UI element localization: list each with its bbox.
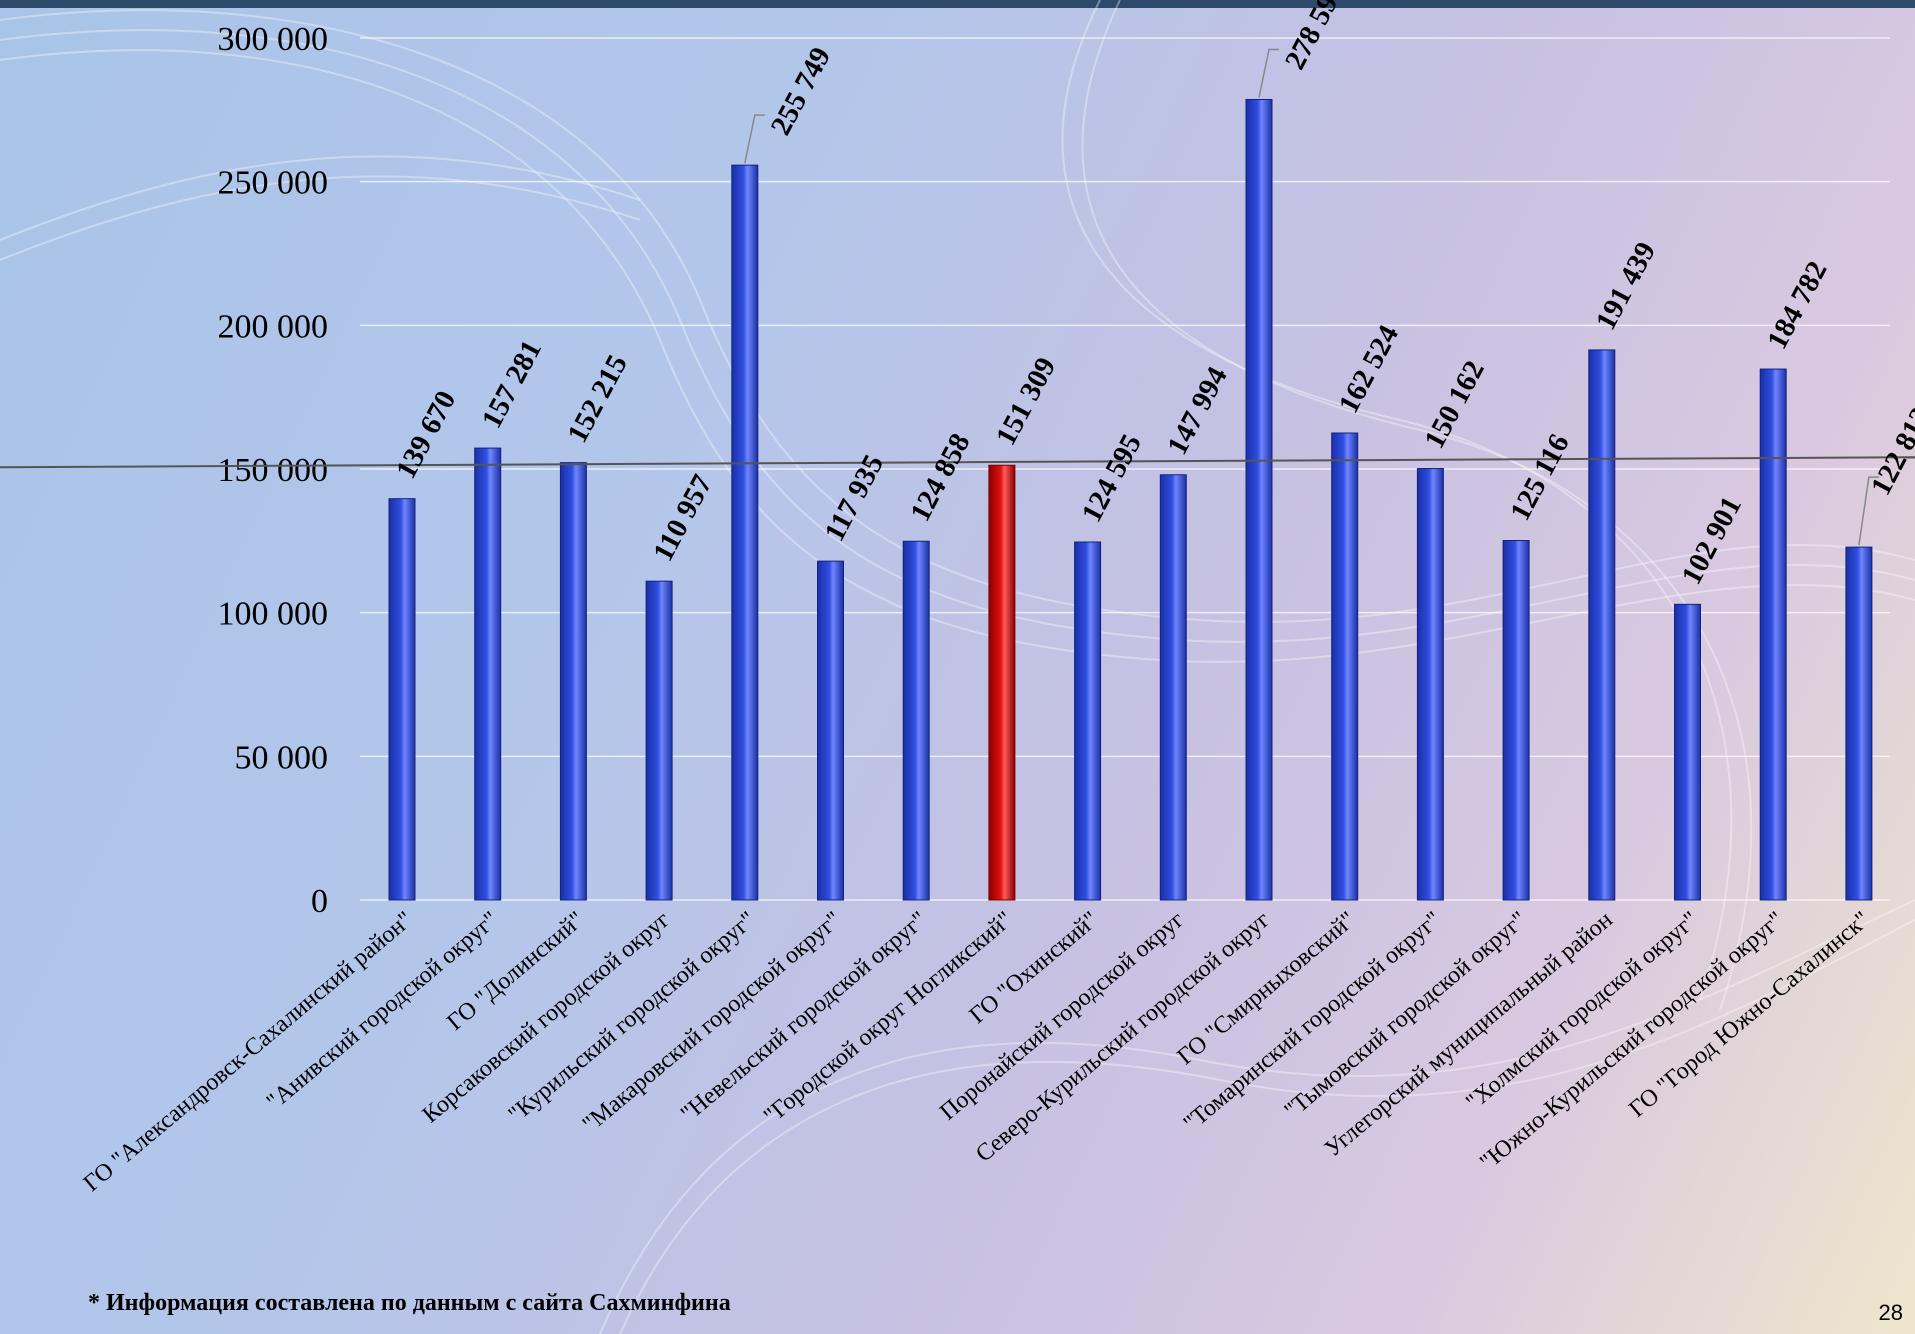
bar <box>731 164 759 901</box>
reference-line <box>0 456 1915 469</box>
y-tick-label: 250 000 <box>218 165 329 202</box>
y-tick-label: 50 000 <box>235 739 329 776</box>
category-label: "Южно-Курильский городской округ" <box>1475 907 1789 1176</box>
label-leader-line <box>744 114 765 164</box>
label-leader-line <box>1258 48 1279 98</box>
bar <box>1845 546 1873 901</box>
data-label: 147 994 <box>1161 362 1234 460</box>
bar <box>388 498 416 901</box>
bar <box>1588 349 1616 901</box>
bar <box>1674 603 1701 901</box>
bar <box>1331 432 1359 901</box>
data-label: 152 215 <box>561 350 634 448</box>
data-label: 157 281 <box>476 335 549 433</box>
bar-highlighted <box>988 464 1016 901</box>
data-label: 162 524 <box>1333 320 1406 418</box>
bar <box>1416 468 1444 901</box>
category-labels: ГО "Александровск-Сахалинский район""Ани… <box>79 907 1875 1197</box>
data-label: 117 935 <box>818 450 890 547</box>
bar <box>902 540 930 901</box>
data-label: 191 439 <box>1590 237 1663 335</box>
data-label: 150 162 <box>1418 356 1491 454</box>
data-label: 102 901 <box>1675 491 1748 589</box>
y-tick-label: 150 000 <box>218 452 329 489</box>
data-label: 122 813 <box>1865 402 1915 500</box>
bar <box>1759 368 1787 901</box>
category-label: ГО "Александровск-Сахалинский район" <box>79 907 418 1197</box>
label-leader-lines <box>744 48 1879 546</box>
data-label: 124 858 <box>904 428 977 526</box>
data-label: 184 782 <box>1761 256 1834 354</box>
y-tick-label: 100 000 <box>218 596 329 633</box>
page-number: 28 <box>1878 1300 1903 1325</box>
data-label: 125 116 <box>1504 429 1576 526</box>
data-label: 124 595 <box>1076 429 1149 527</box>
bars <box>388 98 1873 901</box>
bar <box>1502 540 1530 901</box>
reference-line <box>0 456 1915 469</box>
bar <box>474 447 502 901</box>
y-tick-label: 300 000 <box>218 21 329 58</box>
top-bar <box>0 0 1915 8</box>
label-leader-line <box>1858 476 1879 546</box>
gridlines <box>360 37 1890 901</box>
y-tick-label: 0 <box>311 883 328 920</box>
bar <box>1074 541 1102 901</box>
data-label: 110 957 <box>647 470 719 567</box>
bar <box>1245 98 1273 901</box>
bar <box>1159 474 1187 901</box>
y-tick-label: 200 000 <box>218 308 329 345</box>
bar <box>559 462 587 901</box>
data-label: 151 309 <box>990 352 1063 450</box>
bar <box>817 560 844 901</box>
data-label: 255 749 <box>765 42 838 140</box>
bar <box>645 580 673 901</box>
footnote: * Информация составлена по данным с сайт… <box>88 1290 731 1316</box>
y-axis-tick-labels: 0 50 000 100 000 150 000 200 000 250 000 300 0… <box>218 21 329 920</box>
